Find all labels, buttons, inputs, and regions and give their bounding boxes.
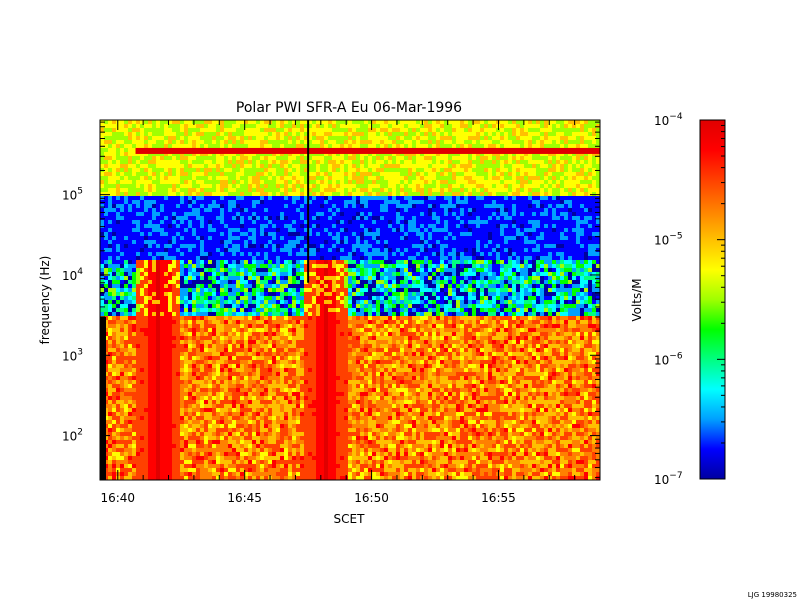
y-axis-ticks: 102 103 104 105	[62, 121, 600, 479]
x-tick-label: 16:45	[227, 491, 262, 505]
heatmap-cells	[100, 120, 601, 481]
x-axis-ticks: 16:40 16:45 16:50 16:55	[100, 120, 576, 505]
x-tick-label: 16:55	[481, 491, 516, 505]
x-tick-label: 16:50	[354, 491, 389, 505]
y-tick-label: 104	[62, 267, 83, 283]
colorbar-tick-label: 10−6	[654, 351, 683, 367]
colorbar-tick-label: 10−7	[654, 471, 683, 487]
plot-frame	[99, 119, 601, 481]
y-tick-label: 105	[62, 187, 83, 203]
y-tick-label: 103	[62, 347, 83, 363]
heatmap-features	[100, 120, 600, 480]
no-data-edge	[100, 316, 106, 480]
chart-title: Polar PWI SFR-A Eu 06-Mar-1996	[236, 100, 462, 116]
narrowband-line	[135, 147, 600, 154]
colorbar-label: Volts/M	[630, 278, 644, 321]
y-tick-label: 102	[62, 428, 83, 444]
x-axis-label: SCET	[334, 512, 366, 526]
x-tick-label: 16:40	[100, 491, 135, 505]
colorbar-ticks: 10−4 10−5 10−6 10−7	[654, 112, 725, 487]
colorbar	[699, 119, 726, 480]
colorbar-tick-label: 10−4	[654, 112, 683, 128]
footer-stamp: LJG 19980325	[748, 591, 797, 599]
colorbar-tick-label: 10−5	[654, 232, 683, 248]
y-axis-label: frequency (Hz)	[38, 256, 52, 345]
